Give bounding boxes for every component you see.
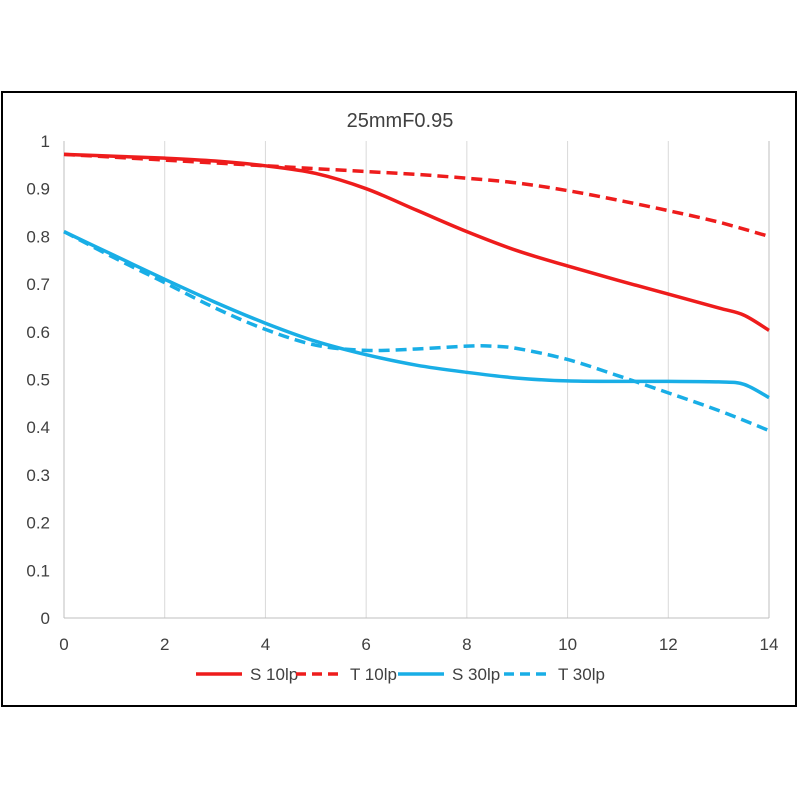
y-tick-label-8: 0.8 (26, 227, 50, 246)
y-tick-label-9: 0.9 (26, 180, 50, 199)
y-tick-label-5: 0.5 (26, 371, 50, 390)
x-tick-label-2: 4 (261, 635, 270, 654)
legend-label-s-30lp: S 30lp (452, 665, 500, 684)
x-tick-label-5: 10 (558, 635, 577, 654)
x-tick-label-4: 8 (462, 635, 471, 654)
y-tick-label-10: 1 (41, 132, 50, 151)
legend-label-t-10lp: T 10lp (350, 665, 397, 684)
y-tick-label-6: 0.6 (26, 323, 50, 342)
series-line-s-10lp (63, 152, 770, 332)
legend: S 10lp T 10lp S 30lp T 30lp (196, 665, 605, 684)
y-tick-label-1: 0.1 (26, 561, 50, 580)
y-tick-label-0: 0 (41, 609, 50, 628)
y-tick-label-7: 0.7 (26, 275, 50, 294)
legend-label-t-30lp: T 30lp (558, 665, 605, 684)
grid-layer (164, 141, 669, 618)
mtf-chart: 25mmF0.95 00.10.20.30.40.50.60.70.80.91 … (26, 110, 778, 684)
x-tick-label-6: 12 (659, 635, 678, 654)
x-tick-label-1: 2 (160, 635, 169, 654)
series-line-s-30lp (63, 230, 770, 400)
y-tick-label-4: 0.4 (26, 418, 50, 437)
axis-layer (63, 141, 770, 619)
x-tick-label-0: 0 (59, 635, 68, 654)
y-tick-label-3: 0.3 (26, 466, 50, 485)
x-tick-labels: 0 2 4 6 8 10 12 14 (59, 635, 778, 654)
series-line-t-30lp (63, 230, 770, 433)
chart-title: 25mmF0.95 (347, 110, 454, 132)
series-layer (63, 152, 770, 433)
y-tick-label-2: 0.2 (26, 514, 50, 533)
x-tick-label-3: 6 (361, 635, 370, 654)
y-tick-labels: 0 0.1 0.2 0.3 0.4 0.5 0.6 0.7 0.8 0.9 1 (26, 132, 50, 628)
legend-label-s-10lp: S 10lp (250, 665, 298, 684)
x-tick-label-7: 14 (760, 635, 779, 654)
series-line-t-10lp (63, 152, 770, 239)
chart-frame: 25mmF0.95 0 0.1 0.2 0.3 0.4 0.5 0.6 0.7 0.8 0.9 1 … (1, 91, 797, 707)
